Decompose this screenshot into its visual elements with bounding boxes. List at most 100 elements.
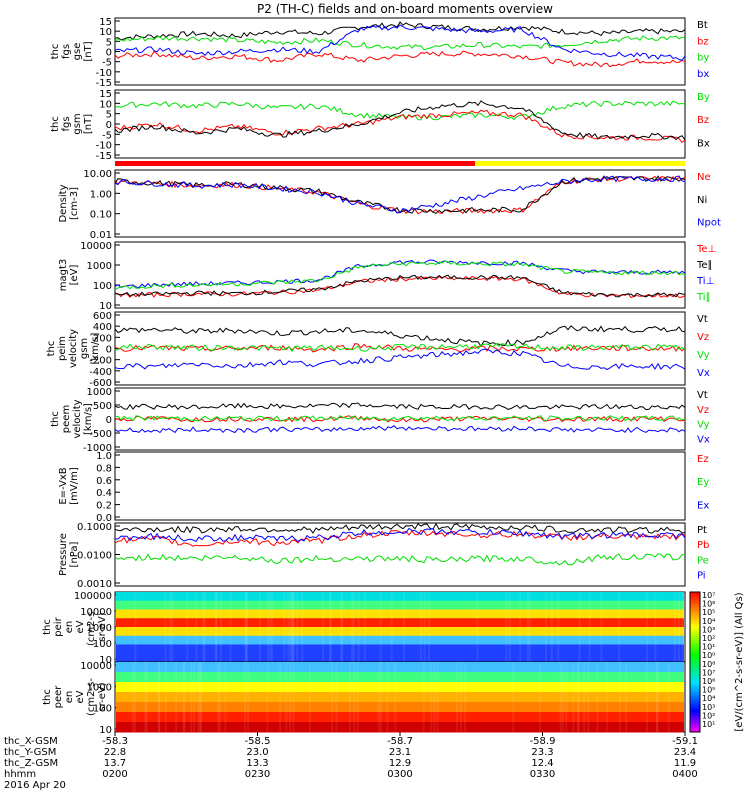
x-tick-label: 0330 <box>530 769 555 780</box>
y-tick-label: 10000 <box>80 241 112 252</box>
spectrogram-streak <box>193 662 196 732</box>
legend-Bz: Bz <box>697 115 709 126</box>
spectrogram-streak <box>331 662 334 732</box>
panel-9: thc peir en eV (cm2-s-sr-eV) 100000 10000 1000 1… <box>42 591 686 666</box>
colorbar-tick: 10² <box>702 634 715 643</box>
x-tick-label: 13.7 <box>104 758 126 769</box>
series-Pi <box>114 527 686 543</box>
spectrogram-streak <box>505 592 508 662</box>
y-tick-label: -5 <box>102 58 112 69</box>
y-axis-label: Pressure <box>58 533 69 576</box>
spectrogram-streak <box>329 592 332 662</box>
spectrogram-streak <box>646 662 649 732</box>
series-Ne <box>114 175 686 215</box>
y-tick-label: 5 <box>106 37 112 48</box>
spectrogram-streak <box>329 592 332 662</box>
spectrogram-streak <box>583 662 586 732</box>
spectrogram-streak <box>386 662 389 732</box>
y-axis-label: fgs <box>61 116 72 131</box>
y-tick-label: 1000 <box>87 623 112 634</box>
series-Bt <box>114 21 686 41</box>
y-tick-label: 10 <box>99 99 112 110</box>
series-Vz <box>114 415 686 423</box>
y-tick-label: 500 <box>93 401 112 412</box>
spectrogram-streak <box>335 662 338 732</box>
y-axis-label: eV <box>75 620 86 633</box>
legend-Ey: Ey <box>697 477 709 488</box>
colorbar-tick: 10³ <box>702 625 715 634</box>
y-tick-label: 0.8 <box>96 463 112 474</box>
spectrogram-streak <box>654 592 657 662</box>
spectrogram-streak <box>544 592 547 662</box>
spectrogram-streak <box>379 662 382 732</box>
spectrogram-streak <box>145 662 148 732</box>
spectrogram-streak <box>618 592 621 662</box>
y-tick-label: 400 <box>93 322 112 333</box>
spectrogram-band <box>116 609 684 619</box>
spectrogram-streak <box>526 592 529 662</box>
spectrogram-streak <box>519 592 522 662</box>
spectrogram-streak <box>356 662 359 732</box>
spectrogram-band <box>116 712 684 723</box>
spectrogram-streak <box>224 662 227 732</box>
y-axis-label: [eV] <box>69 265 80 286</box>
y-tick-label: 10 <box>99 655 112 666</box>
y-tick-label: 0.0010 <box>77 579 112 590</box>
spectrogram-streak <box>464 662 467 732</box>
spectrogram-band <box>116 627 684 637</box>
y-tick-label: 0.01 <box>90 230 112 241</box>
x-tick-label: -58.3 <box>102 736 128 747</box>
colorbar-tick: 10⁵ <box>702 686 715 695</box>
spectrogram-streak <box>673 592 676 662</box>
series-Vz <box>114 343 686 353</box>
spectrogram-streak <box>322 592 325 662</box>
panel-10: thc peer en eV (cm2-s-sr-eV) 10000 1000 100 10 <box>42 661 686 736</box>
spectrogram-streak <box>427 592 430 662</box>
y-tick-label: -1000 <box>83 443 112 454</box>
x-tick-label: -59.1 <box>672 736 698 747</box>
y-tick-label: 0.6 <box>96 476 112 487</box>
spectrogram-streak <box>422 662 425 732</box>
colorbar-tick: 10¹ <box>702 643 715 652</box>
series-by <box>114 35 686 51</box>
y-tick-label: -15 <box>96 151 112 162</box>
y-tick-label: 0.4 <box>96 488 112 499</box>
legend-Ez: Ez <box>697 454 709 465</box>
y-tick-label: 0.10 <box>90 210 112 221</box>
spectrogram-streak <box>430 662 433 732</box>
y-tick-label: 200 <box>93 333 112 344</box>
y-axis-label: peer <box>53 685 64 709</box>
x-tick-label: 12.9 <box>389 758 411 769</box>
legend-bx: bx <box>697 69 709 80</box>
spectrogram-streak <box>419 592 422 662</box>
series-bz <box>114 50 686 68</box>
spectrogram-streak <box>267 592 270 662</box>
colorbar-tick: 10³ <box>702 703 715 712</box>
spectrogram-streak <box>351 592 354 662</box>
status-bar-red <box>115 161 475 166</box>
colorbar: 10⁷10⁶10⁵10⁴10³10²10¹10⁰10⁸10⁷10⁶10⁵10⁴1… <box>689 591 745 733</box>
spectrogram-streak <box>587 662 590 732</box>
legend-Ti∥: Ti∥ <box>696 292 711 303</box>
series-By <box>114 100 686 121</box>
spectrogram-streak <box>195 592 198 662</box>
y-tick-label: -200 <box>89 356 112 367</box>
spectrogram-streak <box>169 592 172 662</box>
legend-Vy: Vy <box>697 350 710 361</box>
y-axis-label: gse <box>72 43 83 61</box>
legend-Ti⊥: Ti⊥ <box>696 276 714 287</box>
x-tick-label: -58.5 <box>245 736 271 747</box>
y-tick-label: 10000 <box>80 661 112 672</box>
y-axis-label: thc <box>50 44 61 60</box>
spectrogram-streak <box>271 592 274 662</box>
spectrogram-streak <box>158 662 161 732</box>
legend-Pt: Pt <box>697 525 707 536</box>
legend-Vz: Vz <box>697 405 709 416</box>
y-tick-label: 5 <box>106 110 112 121</box>
x-tick-label: 11.9 <box>674 758 696 769</box>
status-bar-yellow <box>475 161 685 166</box>
y-tick-label: -400 <box>89 367 112 378</box>
panel-frame <box>114 241 686 309</box>
y-axis-label: (cm2-s- <box>86 608 97 646</box>
